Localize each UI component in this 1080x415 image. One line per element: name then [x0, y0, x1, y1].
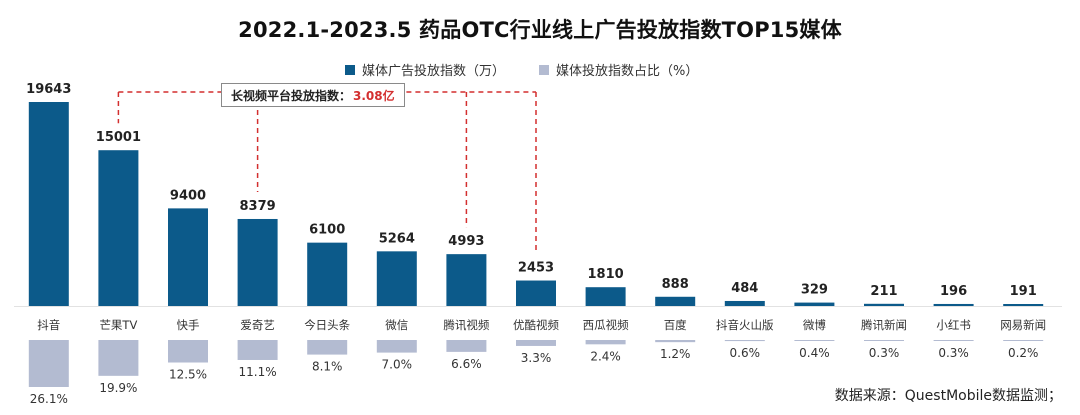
bar-value-label: 329	[801, 283, 828, 298]
share-value-label: 26.1%	[30, 392, 68, 406]
bar-7	[516, 280, 556, 306]
category-label: 芒果TV	[99, 318, 137, 332]
legend-label-index: 媒体广告投放指数（万）	[362, 64, 506, 79]
share-bar-12	[864, 340, 904, 341]
share-bar-8	[585, 340, 626, 345]
bar-12	[864, 303, 904, 306]
bar-4	[307, 242, 348, 306]
share-bar-1	[98, 340, 139, 376]
share-value-label: 8.1%	[312, 360, 343, 374]
bar-value-label: 211	[870, 284, 897, 299]
bar-value-label: 196	[940, 284, 967, 299]
category-label: 网易新闻	[1000, 318, 1046, 332]
bar-9	[655, 296, 696, 306]
bar-value-label: 5264	[379, 231, 415, 246]
legend-item-index: 媒体广告投放指数（万）	[345, 60, 505, 79]
bar-14	[1003, 304, 1044, 306]
category-label: 快手	[177, 318, 200, 332]
legend-label-share: 媒体投放指数占比（%）	[556, 64, 699, 79]
bar-value-label: 191	[1010, 284, 1037, 299]
bar-value-label: 2453	[518, 261, 554, 276]
share-bar-13	[933, 340, 974, 341]
bar-10	[724, 300, 765, 306]
category-label: 百度	[664, 318, 687, 332]
bar-1	[98, 150, 139, 306]
bar-0	[28, 102, 69, 306]
legend-swatch-index	[345, 64, 355, 75]
share-bar-4	[307, 340, 348, 355]
category-label: 腾讯视频	[443, 318, 489, 332]
bar-value-label: 4993	[448, 234, 484, 249]
chart-legend: 媒体广告投放指数（万） 媒体投放指数占比（%）	[345, 60, 698, 79]
callout-value: 3.08亿	[353, 88, 395, 103]
share-value-label: 19.9%	[99, 381, 137, 395]
bar-value-label: 19643	[26, 82, 71, 97]
share-value-label: 0.3%	[938, 346, 969, 360]
bar-value-label: 9400	[170, 188, 206, 203]
bar-value-label: 484	[731, 281, 758, 296]
share-bar-7	[516, 340, 556, 346]
share-bar-2	[168, 340, 208, 363]
share-value-label: 1.2%	[660, 347, 691, 361]
category-label: 腾讯新闻	[861, 318, 907, 332]
share-bar-0	[28, 340, 69, 387]
bar-value-label: 1810	[588, 267, 624, 282]
category-label: 小红书	[936, 318, 971, 332]
bar-value-label: 6100	[309, 223, 345, 238]
bar-3	[237, 218, 278, 306]
legend-swatch-share	[539, 64, 550, 75]
share-value-label: 6.6%	[451, 357, 482, 371]
category-label: 今日头条	[304, 318, 350, 332]
share-bar-14	[1003, 340, 1044, 341]
bar-6	[446, 254, 487, 306]
share-value-label: 0.4%	[799, 346, 830, 360]
share-value-label: 0.2%	[1008, 346, 1039, 360]
share-value-label: 11.1%	[239, 365, 277, 379]
category-label: 抖音火山版	[716, 318, 774, 332]
share-value-label: 0.6%	[730, 346, 761, 360]
share-value-label: 2.4%	[590, 349, 621, 363]
bar-11	[794, 302, 835, 306]
category-label: 爱奇艺	[240, 318, 275, 332]
category-label: 微信	[385, 318, 408, 332]
bar-value-label: 15001	[96, 130, 141, 145]
bar-13	[933, 303, 974, 306]
share-bar-3	[237, 340, 278, 360]
bar-8	[585, 287, 626, 306]
bar-value-label: 8379	[240, 199, 276, 214]
share-bar-5	[376, 340, 417, 353]
data-source-note: 数据来源：QuestMobile数据监测；	[834, 388, 1062, 404]
category-label: 优酷视频	[513, 318, 559, 332]
share-value-label: 12.5%	[169, 368, 207, 382]
callout-label: 长视频平台投放指数：	[231, 88, 352, 103]
share-bar-6	[446, 340, 487, 352]
long-video-callout: 长视频平台投放指数： 3.08亿	[221, 83, 405, 107]
share-value-label: 0.3%	[869, 346, 900, 360]
legend-item-share: 媒体投放指数占比（%）	[539, 60, 698, 79]
bar-value-label: 888	[662, 277, 689, 292]
category-label: 西瓜视频	[583, 318, 629, 332]
share-value-label: 7.0%	[382, 358, 413, 372]
category-label: 抖音	[37, 318, 60, 332]
share-bar-11	[794, 340, 835, 341]
share-bar-10	[724, 340, 765, 342]
category-label: 微博	[803, 318, 826, 332]
bar-2	[168, 208, 208, 306]
share-bar-9	[655, 340, 696, 343]
bar-5	[376, 251, 417, 306]
chart-title: 2022.1-2023.5 药品OTC行业线上广告投放指数TOP15媒体	[238, 18, 842, 42]
share-value-label: 3.3%	[521, 351, 552, 365]
